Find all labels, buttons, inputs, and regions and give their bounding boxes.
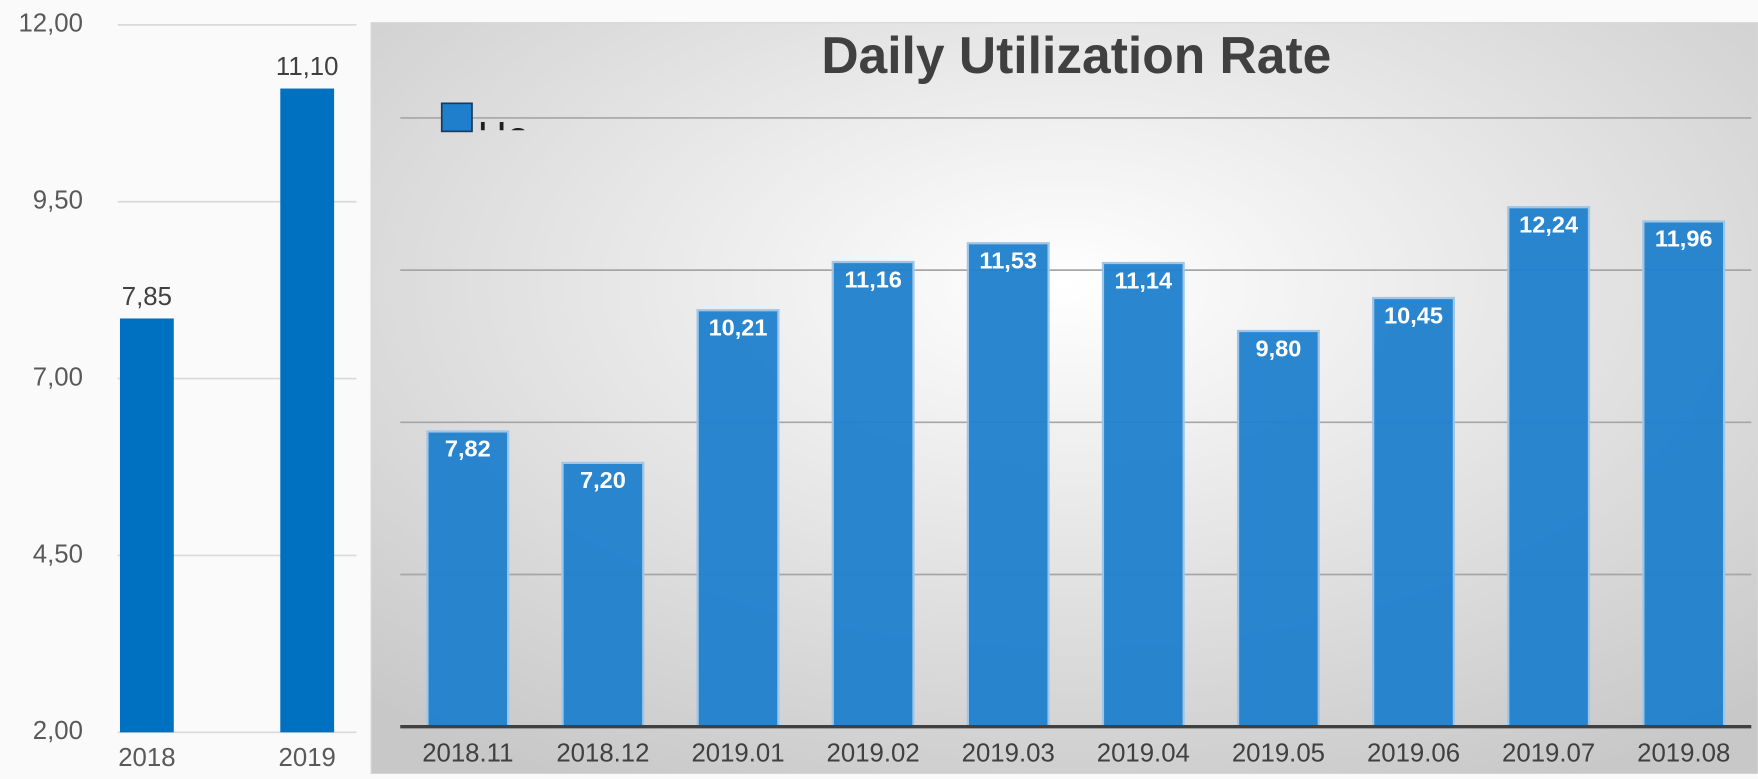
value-label: 7,82 <box>445 436 491 462</box>
value-label: 7,20 <box>580 467 626 493</box>
chart-left: 2,00 4,50 7,00 9,50 12,00 7,85 2018 11,10 2019 <box>18 10 357 772</box>
bar <box>119 318 174 733</box>
legend-swatch <box>440 102 473 133</box>
bar <box>561 461 645 728</box>
x-tick-label: 2019 <box>279 744 336 772</box>
value-label: 10,45 <box>1384 302 1443 328</box>
chart-right: 7,82 7,20 10,21 11,16 11,53 11,14 9,80 10,45 12,… <box>400 102 1752 768</box>
y-tick-label: 12,00 <box>18 10 82 38</box>
x-tick-label: 2019.06 <box>1367 740 1460 768</box>
bar <box>1642 220 1726 728</box>
bar <box>831 260 915 728</box>
value-label: 11,10 <box>276 53 339 81</box>
x-tick-label: 2018.12 <box>556 740 649 768</box>
x-tick-label: 2019.04 <box>1097 740 1190 768</box>
legend-label: Ho <box>478 113 530 159</box>
value-label: 11,16 <box>844 266 902 292</box>
value-label: 11,53 <box>979 248 1037 274</box>
value-label: 11,14 <box>1115 267 1173 293</box>
x-tick-label: 2019.05 <box>1232 740 1325 768</box>
bar <box>966 242 1050 728</box>
value-label: 7,85 <box>122 283 172 311</box>
x-tick-label: 2019.02 <box>827 740 920 768</box>
y-tick-label: 9,50 <box>33 187 83 215</box>
x-tick-label: 2019.07 <box>1502 740 1595 768</box>
x-tick-label: 2019.08 <box>1637 740 1730 768</box>
bar <box>1236 329 1320 728</box>
y-tick-label: 2,00 <box>33 717 83 745</box>
value-label: 11,96 <box>1655 226 1713 252</box>
x-tick-label: 2018 <box>118 744 175 772</box>
value-label: 10,21 <box>709 314 768 340</box>
value-label: 12,24 <box>1519 211 1578 237</box>
chart-title: Daily Utilization Rate <box>821 26 1331 84</box>
bar <box>280 88 335 733</box>
value-label: 9,80 <box>1256 335 1302 361</box>
y-tick-label: 4,50 <box>33 540 83 568</box>
bar <box>1372 296 1456 728</box>
bar <box>426 430 510 728</box>
y-tick-label: 7,00 <box>33 363 83 391</box>
x-tick-label: 2019.03 <box>962 740 1055 768</box>
x-tick-label: 2019.01 <box>691 740 784 768</box>
bar <box>1101 261 1185 728</box>
bar <box>696 309 780 728</box>
x-tick-label: 2018.11 <box>422 740 513 768</box>
bar <box>1507 206 1591 728</box>
